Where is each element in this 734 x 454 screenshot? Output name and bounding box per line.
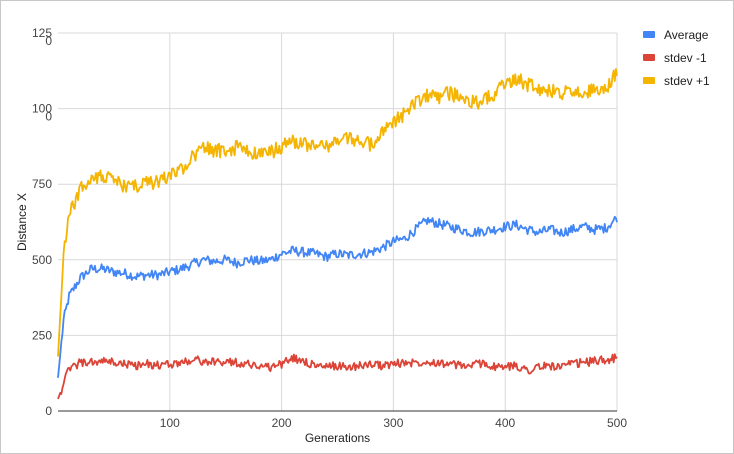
legend-swatch (643, 77, 655, 84)
x-axis-ticks: 100 200 300 400 500 (160, 416, 628, 430)
legend-swatch (643, 31, 655, 38)
legend: Average stdev -1 stdev +1 (643, 28, 710, 88)
x-tick-label: 500 (607, 416, 627, 430)
y-tick-label: 0 (45, 110, 52, 124)
y-tick-label: 250 (32, 328, 52, 342)
x-tick-label: 100 (160, 416, 180, 430)
y-tick-label: 0 (45, 34, 52, 48)
legend-label: Average (664, 28, 709, 42)
y-tick-label: 100 (32, 102, 52, 116)
legend-label: stdev +1 (664, 74, 710, 88)
y-axis-title: Distance X (15, 193, 29, 251)
legend-swatch (643, 54, 655, 61)
series-line-3 (57, 68, 618, 357)
series-lines (57, 68, 618, 400)
y-tick-label: 750 (32, 177, 52, 191)
y-tick-label: 0 (45, 404, 52, 418)
y-tick-label: 500 (32, 253, 52, 267)
legend-label: stdev -1 (664, 51, 707, 65)
x-tick-label: 400 (495, 416, 515, 430)
series-line-2 (57, 353, 618, 400)
x-axis-title: Generations (305, 431, 370, 445)
series-line-1 (57, 215, 618, 378)
x-tick-label: 300 (383, 416, 403, 430)
x-tick-label: 200 (272, 416, 292, 430)
y-tick-label: 125 (32, 26, 52, 40)
